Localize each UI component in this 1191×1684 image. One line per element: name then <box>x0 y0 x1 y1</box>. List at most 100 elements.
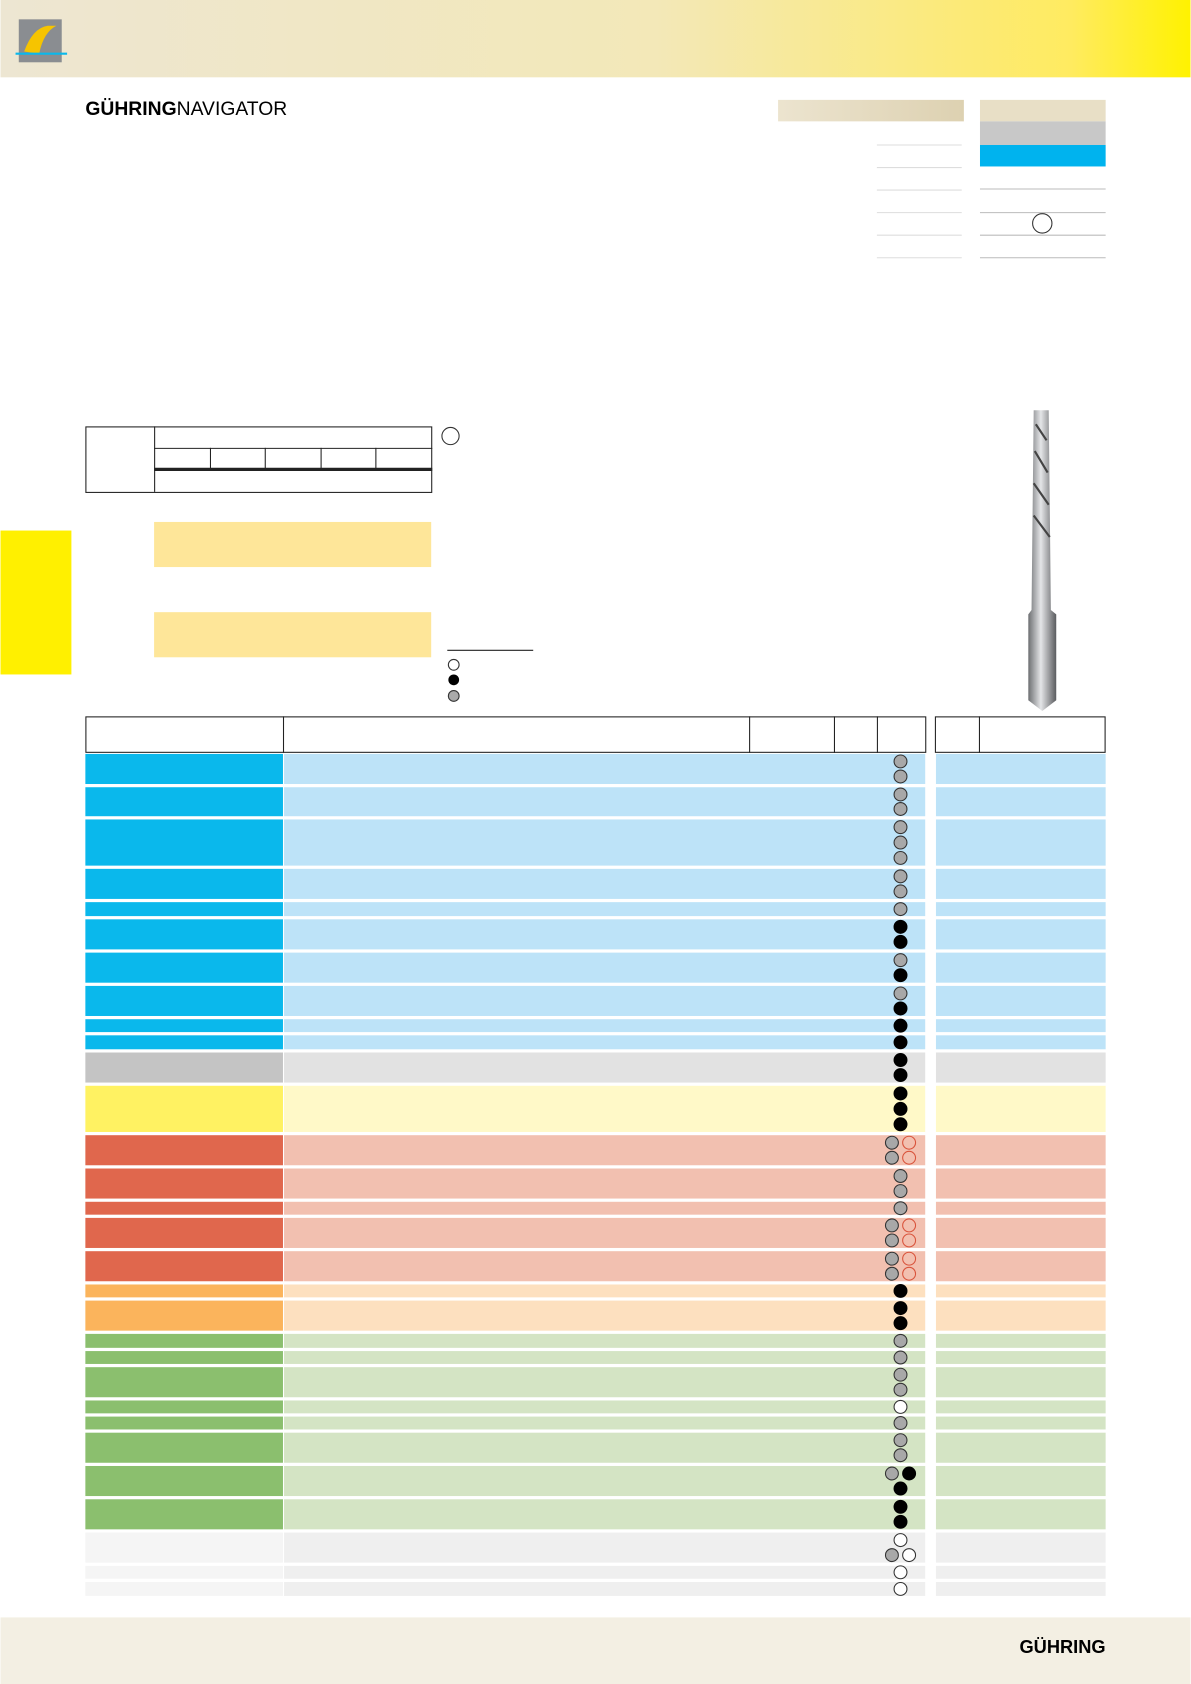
suitability-symbol <box>893 1086 908 1101</box>
material-row <box>284 1251 926 1282</box>
material-group <box>85 1333 283 1348</box>
material-note <box>935 919 1106 950</box>
symbol <box>441 426 460 446</box>
material-row <box>284 902 926 917</box>
suitability-symbol <box>884 1135 899 1150</box>
material-group <box>85 1135 283 1166</box>
suitability-symbol <box>893 1035 908 1050</box>
material-note <box>935 1351 1106 1364</box>
suitability-symbol <box>884 1150 899 1165</box>
material-group <box>85 1499 283 1530</box>
suitability-symbol <box>893 919 908 934</box>
material-row <box>284 919 926 950</box>
dimension-table <box>85 426 433 493</box>
material-note <box>935 1300 1106 1331</box>
tab <box>979 99 1106 122</box>
tab <box>979 144 1106 167</box>
suitability-symbol <box>893 1514 908 1529</box>
suitability-symbol <box>893 787 908 802</box>
material-note <box>935 1499 1106 1530</box>
material-row <box>284 819 926 866</box>
suitability-symbol <box>884 1218 899 1233</box>
suitability-symbol <box>893 1565 908 1580</box>
tab <box>979 121 1106 145</box>
material-note <box>935 753 1106 785</box>
material-group <box>85 919 283 950</box>
rule-lines <box>876 144 1106 259</box>
side-tab <box>0 530 72 675</box>
material-note <box>935 1416 1106 1430</box>
material-note <box>935 1168 1106 1199</box>
suitability-symbol <box>893 1101 908 1116</box>
suitability-symbol <box>884 1548 899 1563</box>
material-group <box>85 1351 283 1364</box>
suitability-symbol <box>893 934 908 949</box>
material-group <box>85 985 283 1016</box>
material-group <box>85 1532 283 1563</box>
material-note <box>935 1052 1106 1083</box>
suitability-symbol <box>893 884 908 899</box>
material-group <box>85 1168 283 1199</box>
material-group <box>85 1201 283 1215</box>
material-row <box>284 1201 926 1215</box>
suitability-symbol <box>893 801 908 816</box>
tool-flutes <box>1032 423 1051 538</box>
legend-symbol <box>447 690 460 702</box>
legend-symbol <box>448 674 460 686</box>
suitability-symbol <box>893 1068 908 1083</box>
material-note <box>935 1532 1106 1563</box>
material-row <box>284 952 926 983</box>
material-row <box>284 1168 926 1199</box>
suitability-symbol <box>893 968 908 983</box>
material-group <box>85 868 283 899</box>
suitability-symbol <box>893 1367 908 1382</box>
suitability-symbol <box>893 902 908 917</box>
tool-image <box>1028 410 1057 711</box>
suitability-symbol <box>893 1448 908 1463</box>
material-row <box>284 1416 926 1430</box>
symbol <box>1032 213 1053 234</box>
suitability-symbol <box>902 1135 917 1150</box>
material-row <box>284 787 926 817</box>
material-note <box>935 1581 1106 1596</box>
header-band <box>0 0 1191 78</box>
suitability-symbol <box>893 835 908 850</box>
suitability-symbol <box>893 820 908 835</box>
material-note <box>935 1201 1106 1215</box>
suitability-symbol <box>893 953 908 968</box>
material-group <box>85 1085 283 1132</box>
note-box <box>154 612 432 658</box>
material-row <box>284 1367 926 1398</box>
material-note <box>935 1217 1106 1248</box>
material-note <box>935 985 1106 1016</box>
suitability-symbol <box>893 1416 908 1431</box>
suitability-symbol <box>884 1251 899 1266</box>
footer-band <box>0 1617 1191 1684</box>
suitability-symbol <box>884 1266 899 1281</box>
material-group <box>85 1432 283 1463</box>
legend-symbol <box>447 658 460 671</box>
suitability-symbol <box>893 1053 908 1067</box>
note-box <box>154 521 432 568</box>
material-note <box>935 868 1106 899</box>
suitability-symbol <box>902 1233 917 1248</box>
material-group <box>85 1465 283 1497</box>
material-note <box>935 1251 1106 1282</box>
material-rows <box>85 753 1106 1596</box>
material-row <box>284 868 926 899</box>
suitability-symbol <box>902 1218 917 1233</box>
material-group <box>85 819 283 866</box>
material-note <box>935 1432 1106 1463</box>
material-row <box>284 1333 926 1348</box>
material-note <box>935 1465 1106 1497</box>
suitability-symbol <box>893 1201 908 1216</box>
material-note <box>935 1035 1106 1050</box>
material-row <box>284 1565 926 1579</box>
material-group <box>85 1217 283 1248</box>
material-note <box>935 952 1106 983</box>
material-group <box>85 1565 283 1579</box>
material-group <box>85 753 283 785</box>
material-note <box>935 1400 1106 1414</box>
suitability-symbol <box>902 1466 917 1481</box>
